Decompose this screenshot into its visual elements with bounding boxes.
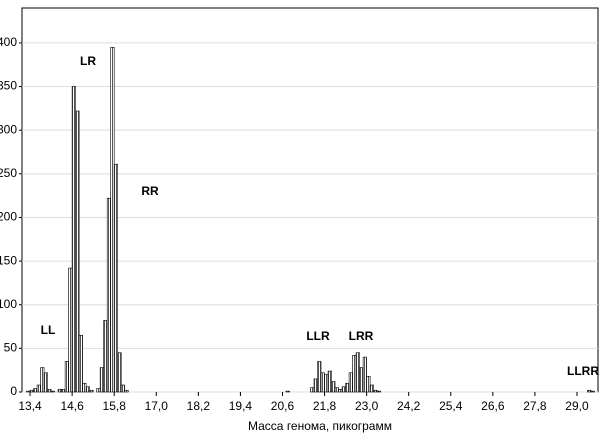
bar [85,386,90,393]
bar [36,384,41,393]
x-tick-label: 25,4 [439,399,463,413]
x-tick-label: 13,4 [18,399,42,413]
bar [362,356,367,393]
bar [26,390,31,393]
bar [99,367,104,393]
bar [117,352,122,393]
bar [590,390,595,393]
x-tick-label: 20,6 [271,399,295,413]
bar [587,389,592,393]
x-tick-label: 29,0 [565,399,589,413]
bar [327,370,332,393]
bar [43,372,48,393]
annotation: LRR [349,329,374,343]
bar [78,334,83,393]
x-tick-label: 15,8 [103,399,127,413]
bar [373,389,378,393]
x-tick-label: 18,2 [187,399,211,413]
bar [345,382,350,393]
y-tick-label: 300 [0,122,17,136]
annotation: LLR [306,329,330,343]
bar [366,375,371,393]
bar [341,386,346,393]
bar [106,197,111,393]
bar [40,367,45,393]
bar [50,390,55,393]
bar [75,110,80,393]
bar [64,361,69,393]
bar [376,390,381,393]
bar [29,389,34,393]
bar [120,384,126,393]
y-tick-label: 200 [0,210,17,224]
y-tick-label: 400 [0,35,17,49]
bar [71,86,76,393]
bar [324,374,329,393]
x-tick-label: 24,2 [397,399,421,413]
bar [113,163,119,393]
y-tick-label: 100 [0,297,17,311]
bar [47,389,52,393]
x-tick-label: 23,0 [355,399,379,413]
y-tick-label: 50 [4,341,18,355]
x-axis-label: Масса генома, пикограмм [248,419,392,433]
x-tick-label: 27,8 [523,399,547,413]
bar [96,388,101,393]
bar [352,355,357,393]
bar [285,390,290,393]
bar [317,361,322,393]
bar [61,389,66,393]
bar [369,384,374,393]
x-tick-label: 21,8 [313,399,337,413]
bar [33,388,38,393]
annotation: LR [80,54,96,68]
bar [331,381,336,393]
bar [68,267,73,393]
bar [124,389,129,393]
bar [320,372,325,393]
bar [103,320,108,393]
y-tick-label: 150 [0,253,17,267]
bar [338,389,343,393]
bar [334,387,339,393]
y-tick-label: 250 [0,166,17,180]
bar [110,46,115,393]
x-tick-label: 26,6 [481,399,505,413]
x-tick-label: 19,4 [229,399,253,413]
bar [82,382,87,393]
bar [348,372,353,393]
bar [359,367,364,393]
y-tick-label: 0 [10,384,17,398]
annotation: LL [41,323,56,337]
annotation: LLRR [567,364,599,378]
bar [310,387,315,393]
annotation: RR [141,184,159,198]
x-tick-label: 17,0 [145,399,169,413]
bar [89,389,94,393]
y-tick-label: 350 [0,79,17,93]
bar [313,378,318,393]
bar [57,389,62,393]
x-tick-label: 14,6 [60,399,84,413]
bar [355,352,360,393]
